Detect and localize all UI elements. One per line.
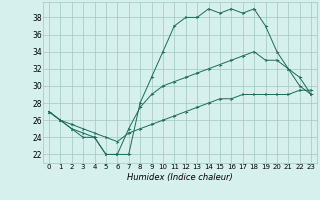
X-axis label: Humidex (Indice chaleur): Humidex (Indice chaleur)	[127, 173, 233, 182]
